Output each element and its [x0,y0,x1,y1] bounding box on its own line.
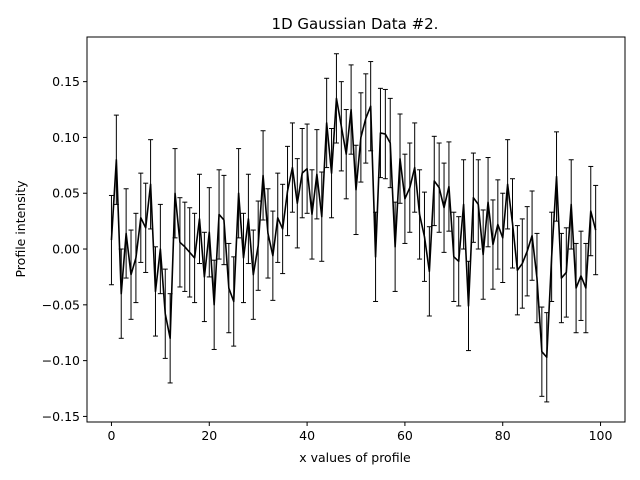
x-tick-label: 40 [299,428,315,443]
x-tick-label: 0 [107,428,115,443]
x-axis-label: x values of profile [299,450,411,465]
y-tick-label: −0.10 [42,353,80,368]
y-axis-label: Profile intensity [13,180,28,278]
y-tick-label: −0.05 [42,297,80,312]
y-tick-label: 0.00 [52,242,80,257]
axes-frame [86,36,626,423]
x-tick-label: 20 [201,428,217,443]
x-axis: 0 20 40 60 80 100 [107,422,613,443]
y-tick-label: 0.05 [52,186,80,201]
y-tick-label: 0.10 [52,130,80,145]
x-tick-label: 80 [495,428,511,443]
chart-title: 1D Gaussian Data #2. [272,15,439,33]
x-tick-label: 60 [397,428,413,443]
y-tick-label: 0.15 [52,74,80,89]
plot-area [108,53,599,403]
error-bar [108,194,114,286]
series-line [110,97,597,359]
x-tick-label: 100 [589,428,613,443]
y-axis: −0.15 −0.10 −0.05 0.00 0.05 0.10 0.15 [42,74,87,424]
y-tick-label: −0.15 [42,409,80,424]
